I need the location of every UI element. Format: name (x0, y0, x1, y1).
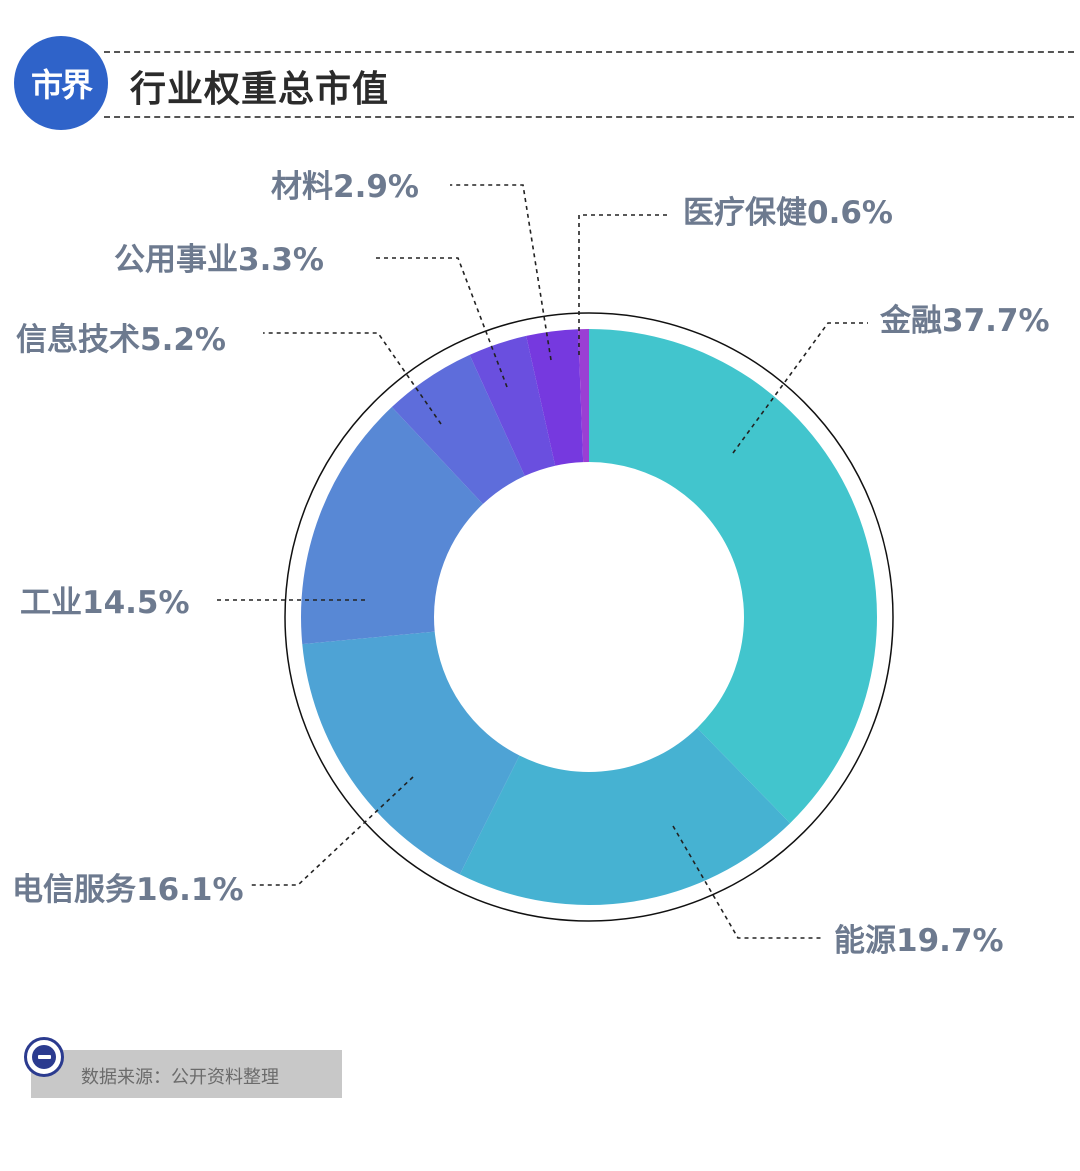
slice-1 (589, 329, 878, 824)
header-rule-bottom (104, 116, 1074, 118)
donut-chart: 金融37.7% 能源19.7% 电信服务16.1% 工业14.5% 信息技术5.2% 公用… (12, 169, 1050, 959)
slices (301, 329, 878, 906)
leader-line-8 (578, 214, 668, 355)
logo: 市界 (14, 36, 108, 130)
slice-label-2: 能源19.7% (834, 923, 1004, 959)
slice-4 (301, 407, 483, 645)
slice-3 (302, 631, 520, 875)
outer-ring (284, 312, 894, 922)
minus-circle-icon (24, 1037, 64, 1077)
slice-5 (391, 354, 525, 505)
slice-label-4: 工业14.5% (20, 585, 190, 621)
leader-line-2 (672, 825, 822, 939)
slice-2 (459, 727, 791, 906)
leader-lines (215, 184, 868, 939)
slice-label-5: 信息技术5.2% (16, 322, 226, 358)
source-text: 数据来源：公开资料整理 (81, 1067, 279, 1088)
slice-label-1: 金融37.7% (879, 303, 1050, 339)
slice-label-6: 公用事业3.3% (114, 242, 324, 278)
header-rule-top (104, 51, 1074, 53)
slice-8 (578, 329, 589, 463)
page-title: 行业权重总市值 (130, 69, 390, 110)
slice-label-7: 材料2.9% (271, 169, 419, 205)
logo-text: 市界 (30, 66, 93, 104)
source-box: 数据来源：公开资料整理 (31, 1050, 342, 1098)
leader-line-5 (263, 332, 442, 425)
slice-6 (469, 335, 556, 476)
slice-label-8: 医疗保健0.6% (683, 195, 893, 231)
slice-label-3: 电信服务16.1% (12, 872, 244, 908)
leader-line-7 (450, 184, 552, 361)
leader-line-1 (732, 322, 868, 454)
leader-line-6 (372, 257, 508, 388)
slice-labels: 金融37.7% 能源19.7% 电信服务16.1% 工业14.5% 信息技术5.2% 公用… (12, 169, 1050, 959)
slice-7 (526, 329, 584, 466)
